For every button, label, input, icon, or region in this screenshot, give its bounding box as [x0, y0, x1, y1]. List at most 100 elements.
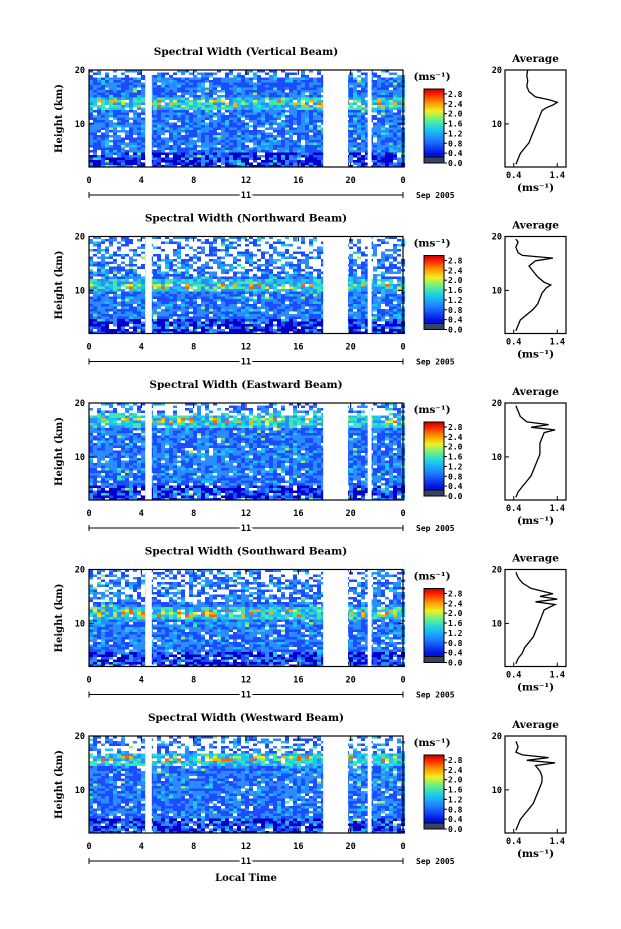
colorbar-tick-label: 1.6: [448, 120, 463, 129]
x-tick-label: 0: [400, 842, 405, 852]
date-month-label: Sep 2005: [416, 524, 455, 533]
colorbar: [423, 255, 445, 330]
x-tick-label: 20: [346, 676, 356, 686]
y-tick-label: 10: [75, 120, 85, 130]
average-profile-line: [515, 405, 556, 498]
colorbar-tick-label: 0.8: [448, 306, 463, 315]
colorbar-tick-label: 0.8: [448, 805, 463, 814]
y-tick-label: 20: [75, 566, 85, 576]
average-title: Average: [511, 220, 559, 232]
data-gap: [145, 403, 152, 500]
x-tick-label: 12: [241, 176, 251, 186]
x-tick-label: 12: [241, 509, 251, 519]
y-axis-label: Height (km): [54, 251, 65, 320]
average-x-tick: 1.4: [550, 837, 565, 847]
average-y-tick: 10: [492, 120, 502, 130]
date-day-label: 11: [241, 857, 251, 867]
colorbar-tick-label: 0.4: [448, 149, 463, 158]
date-day-label: 11: [241, 524, 251, 534]
average-x-tick: 0.4: [506, 504, 521, 514]
panel-title: Spectral Width (Eastward Beam): [149, 379, 342, 391]
panel-2: Spectral Width (Northward Beam) Height (k…: [54, 213, 567, 370]
colorbar-tick-label: 0.4: [448, 649, 463, 658]
colorbar-tick-label: 2.4: [448, 100, 463, 109]
data-gap: [145, 569, 152, 667]
colorbar-tick-label: 2.4: [448, 433, 463, 442]
x-tick-label: 8: [191, 343, 196, 353]
average-y-tick: 10: [492, 786, 502, 796]
x-tick-label: 16: [293, 509, 303, 519]
colorbar-unit-label: (ms⁻¹): [413, 404, 450, 416]
x-tick-label: 12: [241, 842, 251, 852]
colorbar-tick-label: 2.0: [448, 276, 463, 285]
panel-title: Spectral Width (Southward Beam): [145, 546, 347, 558]
x-tick-label: 16: [293, 676, 303, 686]
data-gap: [367, 736, 372, 833]
heatmap: [89, 569, 405, 667]
average-x-label: (ms⁻¹): [517, 182, 554, 194]
x-tick-label: 12: [241, 343, 251, 353]
y-tick-label: 10: [75, 286, 85, 296]
colorbar-tick-label: 1.2: [448, 129, 463, 138]
colorbar-tick-label: 2.4: [448, 766, 463, 775]
colorbar-tick-label: 2.0: [448, 443, 463, 452]
colorbar-tick-label: 2.8: [448, 423, 463, 432]
data-gap: [323, 569, 349, 667]
data-gap: [145, 70, 152, 167]
average-title: Average: [511, 386, 559, 398]
y-tick-label: 10: [75, 619, 85, 629]
colorbar-tick-label: 0.0: [448, 492, 463, 501]
x-tick-label: 8: [191, 676, 196, 686]
average-frame: [504, 568, 567, 668]
colorbar-tick-label: 0.8: [448, 139, 463, 148]
average-frame: [504, 735, 567, 834]
average-x-tick: 1.4: [550, 504, 565, 514]
colorbar-tick-label: 2.0: [448, 776, 463, 785]
heatmap: [89, 736, 405, 834]
panel-title: Spectral Width (Westward Beam): [148, 712, 344, 724]
colorbar-tick-label: 0.8: [448, 472, 463, 481]
panel-5: Spectral Width (Westward Beam) Height (km…: [54, 712, 567, 884]
colorbar-tick-label: 2.8: [448, 90, 463, 99]
colorbar-tick-label: 2.8: [448, 589, 463, 598]
y-tick-label: 10: [75, 453, 85, 463]
colorbar-tick-label: 0.8: [448, 639, 463, 648]
average-x-tick: 0.4: [506, 338, 521, 348]
average-x-tick: 1.4: [550, 671, 565, 681]
colorbar-unit-label: (ms⁻¹): [413, 71, 450, 83]
heatmap: [89, 70, 405, 168]
average-x-tick: 1.4: [550, 171, 565, 181]
average-y-tick: 20: [492, 566, 502, 576]
average-x-tick: 0.4: [506, 837, 521, 847]
x-tick-label: 12: [241, 676, 251, 686]
colorbar-tick-label: 0.4: [448, 482, 463, 491]
colorbar-tick-label: 1.6: [448, 786, 463, 795]
average-title: Average: [511, 553, 559, 565]
x-tick-label: 4: [139, 343, 144, 353]
colorbar-tick-label: 1.6: [448, 453, 463, 462]
average-y-tick: 20: [492, 66, 502, 76]
x-tick-label: 0: [86, 509, 91, 519]
x-tick-label: 0: [86, 842, 91, 852]
date-day-label: 11: [241, 691, 251, 701]
x-tick-label: 4: [139, 509, 144, 519]
x-tick-label: 0: [400, 343, 405, 353]
y-tick-label: 20: [75, 66, 85, 76]
colorbar-tick-label: 2.8: [448, 256, 463, 265]
average-frame: [504, 235, 567, 335]
x-tick-label: 8: [191, 842, 196, 852]
data-gap: [323, 236, 349, 334]
date-month-label: Sep 2005: [416, 191, 455, 200]
y-axis-label: Height (km): [54, 84, 65, 153]
data-gap: [367, 403, 372, 500]
x-tick-label: 16: [293, 176, 303, 186]
colorbar: [423, 754, 445, 830]
colorbar-tick-label: 1.2: [448, 462, 463, 471]
panel-1: Spectral Width (Vertical Beam) Height (km…: [54, 46, 567, 203]
colorbar-tick-label: 0.0: [448, 659, 463, 668]
average-x-label: (ms⁻¹): [517, 848, 554, 860]
colorbar-tick-label: 0.0: [448, 326, 463, 335]
x-tick-label: 0: [400, 509, 405, 519]
data-gap: [367, 70, 372, 167]
